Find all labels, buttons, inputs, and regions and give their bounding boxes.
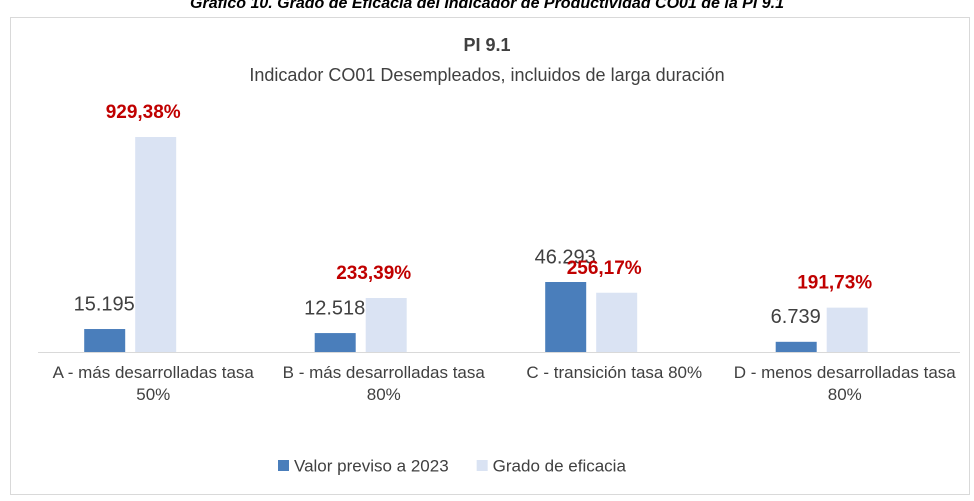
figure-header: Gráfico 10. Grado de Eficacia del Indica… [190, 0, 784, 12]
chart-subtitle: Indicador CO01 Desempleados, incluidos d… [249, 65, 724, 85]
x-tick-label: D - menos desarrolladas tasa 80% [733, 363, 956, 404]
data-label: 929,38% [106, 102, 181, 123]
x-tick-label: C - transición tasa 80% [526, 363, 703, 382]
bar [365, 298, 407, 352]
data-label: 6.739 [771, 306, 821, 328]
data-label: 12.518 [304, 297, 365, 319]
bar [84, 329, 126, 352]
data-label: 191,73% [797, 273, 872, 294]
legend-label: Valor previso a 2023 [294, 456, 449, 475]
bar [545, 282, 587, 352]
bar [826, 307, 868, 352]
data-label: 15.195 [74, 293, 135, 315]
legend-swatch [476, 460, 488, 471]
chart-title: PI 9.1 [463, 35, 510, 55]
bar [314, 333, 356, 352]
x-tick-label: B - más desarrolladas tasa 80% [282, 363, 485, 404]
bar [135, 137, 177, 352]
data-label: 233,39% [336, 263, 411, 284]
legend-swatch [278, 460, 289, 471]
data-label: 256,17% [567, 258, 642, 279]
bar [775, 341, 817, 352]
legend-label: Grado de eficacia [493, 456, 627, 475]
x-tick-label: A - más desarrolladas tasa 50% [52, 363, 254, 404]
bar [596, 292, 638, 352]
data-label: 46.293 [535, 246, 596, 268]
